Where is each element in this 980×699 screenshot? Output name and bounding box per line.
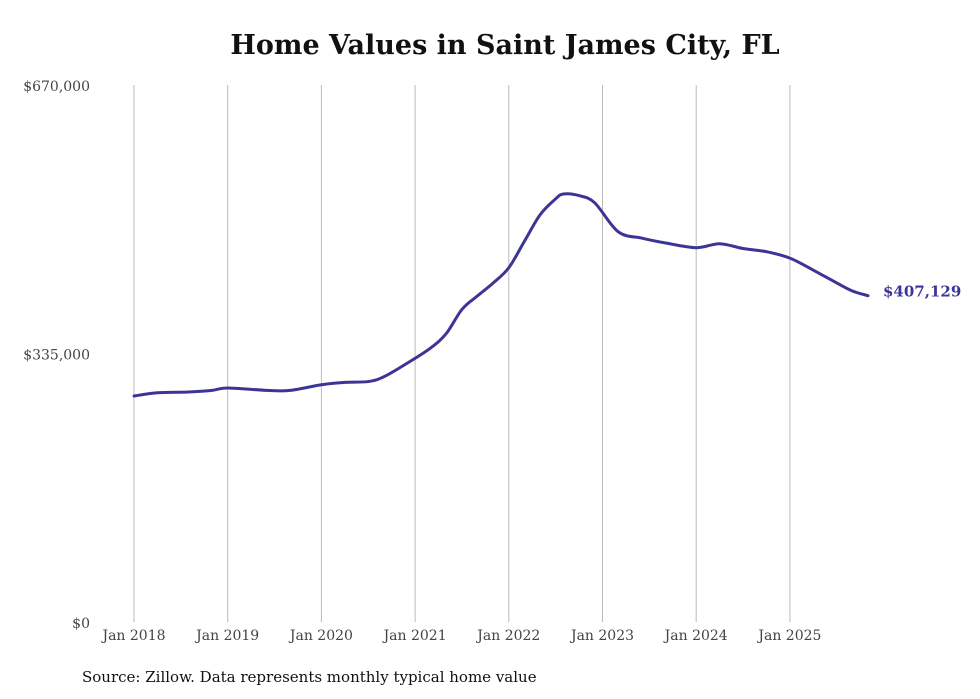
x-tick-label: Jan 2019 [194, 628, 259, 644]
series-line [132, 192, 870, 398]
x-tick-label: Jan 2023 [569, 628, 634, 644]
y-tick-label: $0 [72, 616, 90, 632]
x-tick-label: Jan 2020 [288, 628, 353, 644]
source-note: Source: Zillow. Data represents monthly … [82, 668, 537, 686]
x-tick-label: Jan 2024 [663, 628, 728, 644]
chart-title: Home Values in Saint James City, FL [230, 30, 780, 61]
end-value-label: $407,129 [883, 283, 961, 301]
y-tick-label: $670,000 [23, 79, 90, 95]
x-tick-label: Jan 2021 [382, 628, 447, 644]
x-tick-label: Jan 2025 [756, 628, 821, 644]
x-tick-label: Jan 2018 [100, 628, 165, 644]
y-tick-label: $335,000 [23, 348, 90, 364]
x-tick-label: Jan 2022 [475, 628, 540, 644]
